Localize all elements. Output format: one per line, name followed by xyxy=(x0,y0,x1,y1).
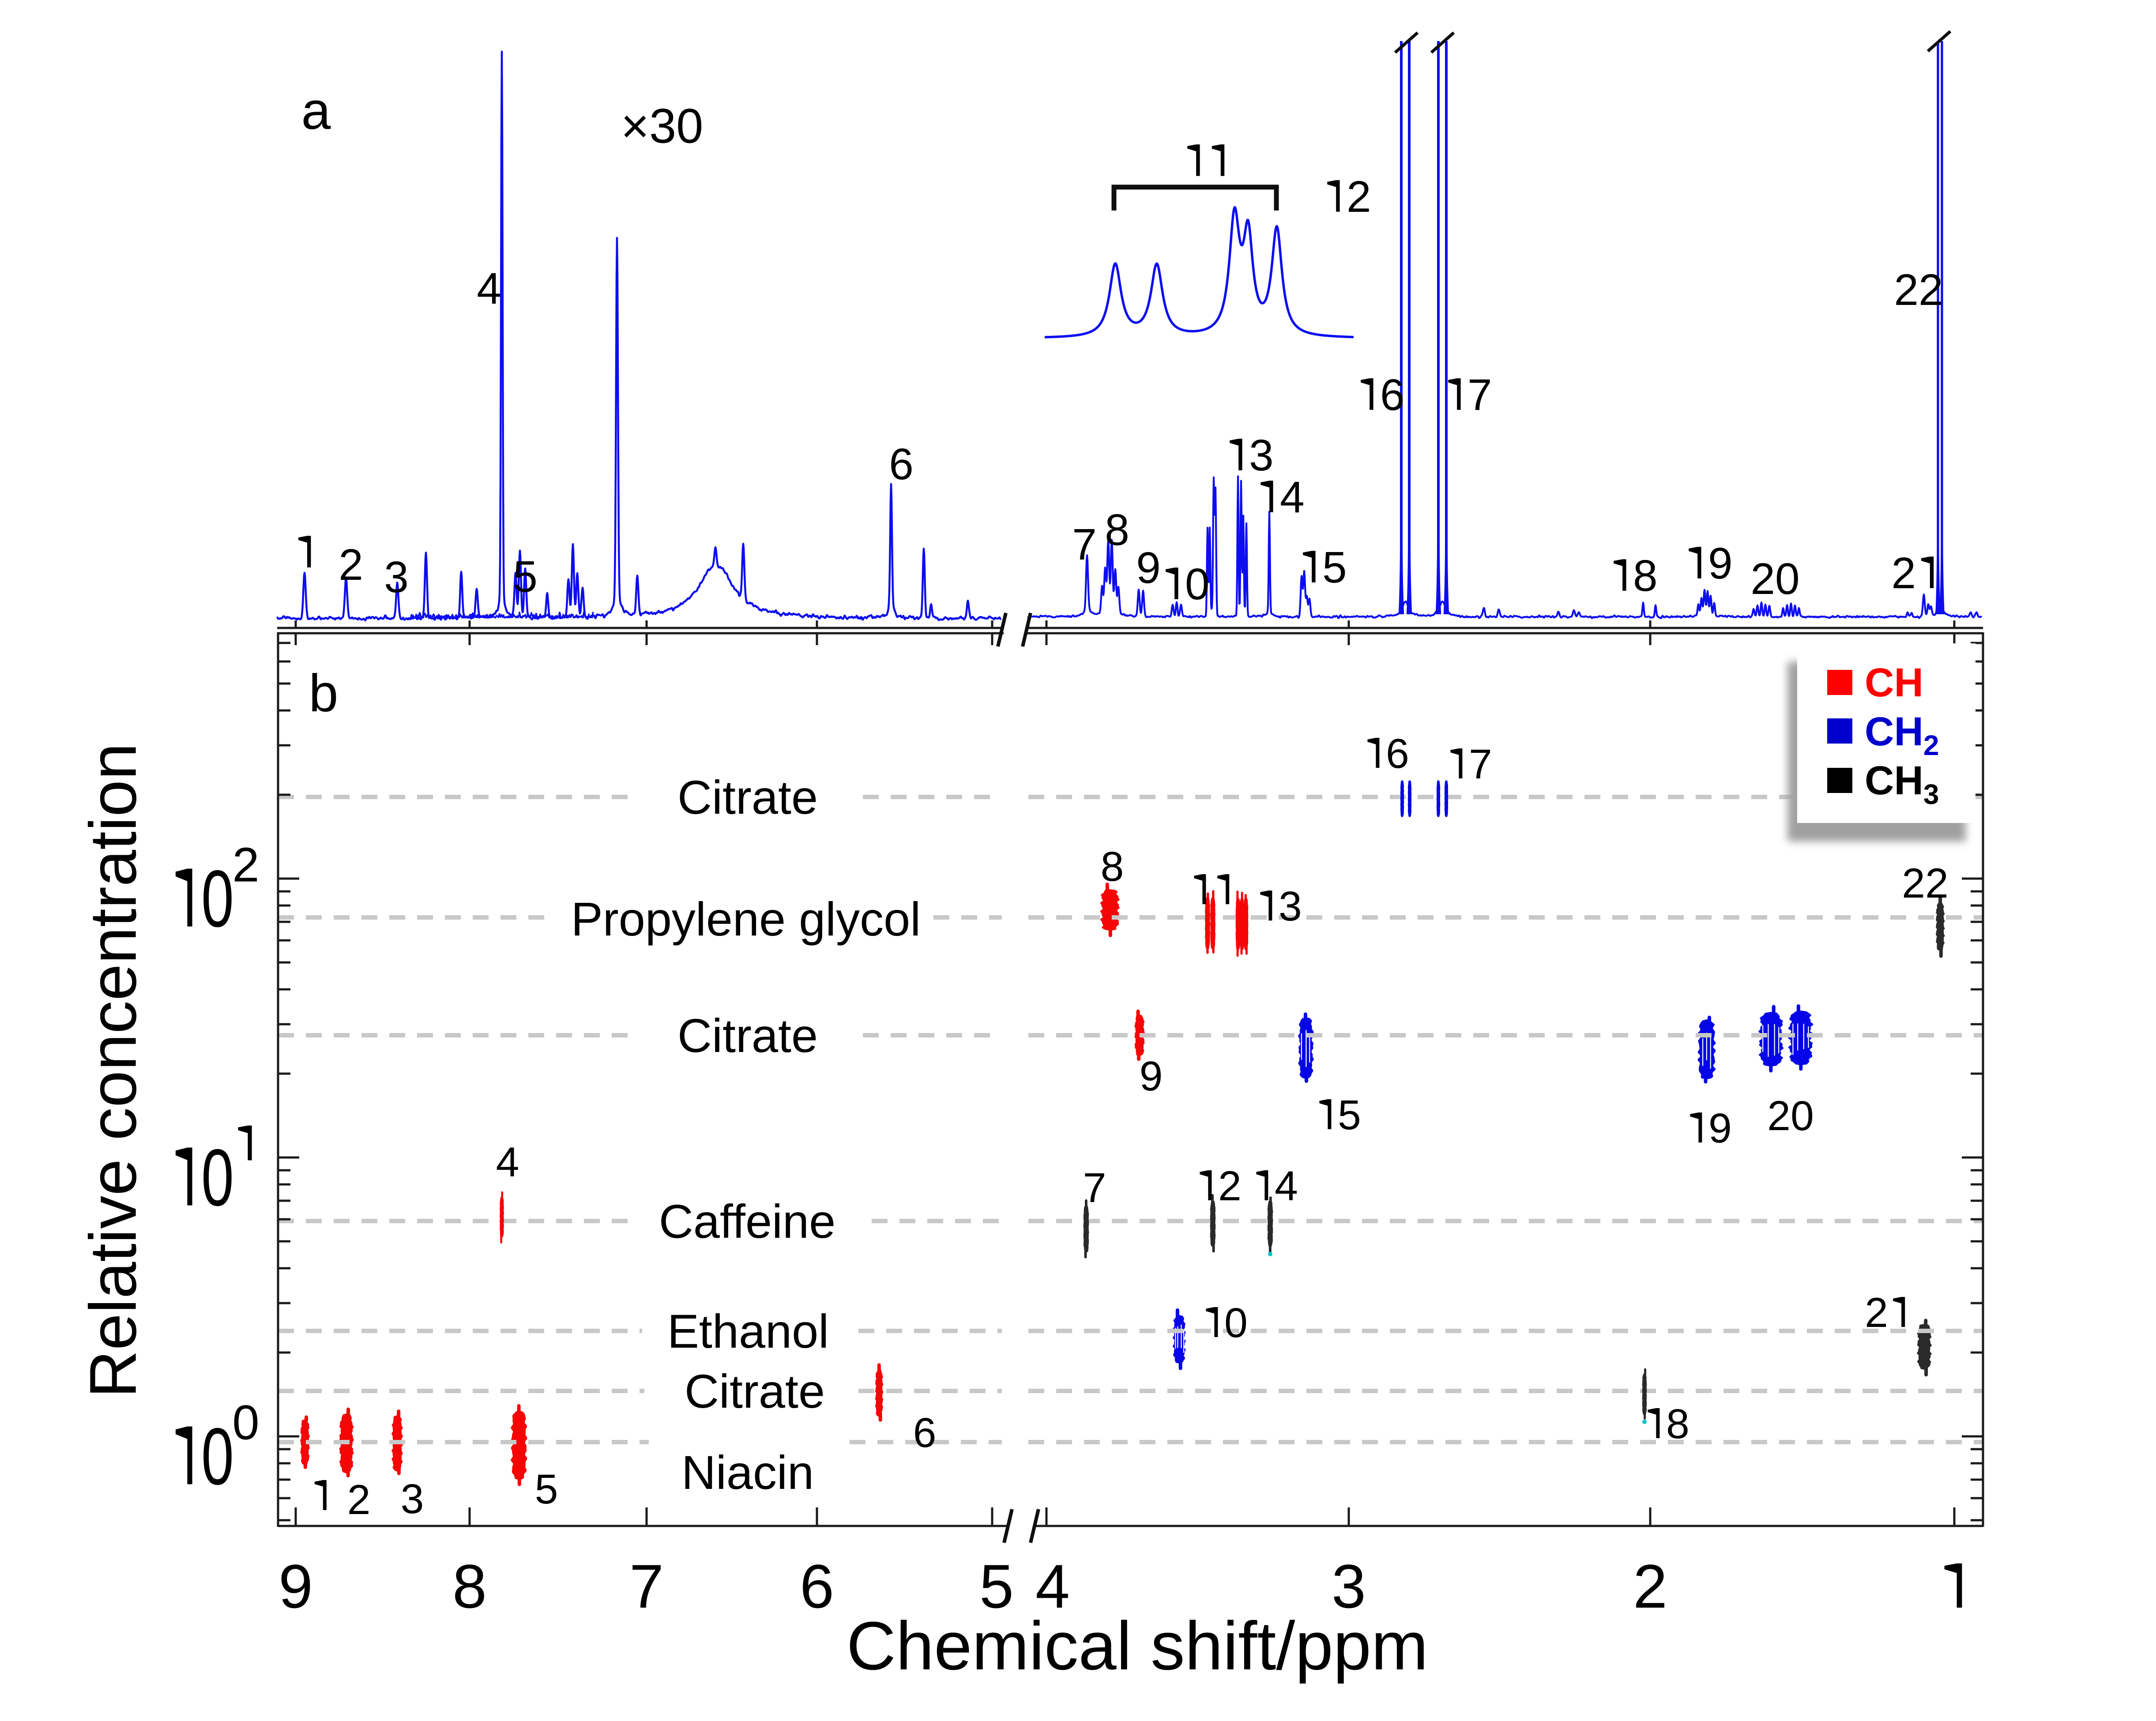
svg-text:8: 8 xyxy=(1666,1401,1689,1447)
svg-text:2: 2 xyxy=(1750,554,1775,604)
svg-text:5: 5 xyxy=(1322,543,1347,592)
svg-text:0: 0 xyxy=(1791,1093,1814,1139)
svg-text:6: 6 xyxy=(1380,370,1405,420)
svg-text:2: 2 xyxy=(1218,1163,1242,1210)
svg-text:3: 3 xyxy=(401,1476,424,1522)
svg-text:8: 8 xyxy=(1633,551,1658,601)
svg-text:2: 2 xyxy=(1347,172,1371,222)
svg-text:3: 3 xyxy=(1279,883,1302,930)
svg-text:2: 2 xyxy=(1902,860,1925,907)
svg-text:2: 2 xyxy=(232,838,259,892)
svg-text:5: 5 xyxy=(979,1552,1014,1621)
svg-text:Caffeine: Caffeine xyxy=(659,1195,835,1248)
svg-text:9: 9 xyxy=(1708,1105,1732,1152)
svg-text:7: 7 xyxy=(1083,1165,1106,1211)
svg-text:0: 0 xyxy=(1185,560,1210,609)
svg-text:7: 7 xyxy=(629,1552,664,1621)
svg-text:4: 4 xyxy=(496,1139,519,1186)
svg-text:4: 4 xyxy=(1280,473,1305,522)
svg-text:4: 4 xyxy=(1035,1552,1070,1621)
svg-text:9: 9 xyxy=(278,1552,313,1621)
svg-text:2: 2 xyxy=(1865,1289,1888,1336)
svg-text:0: 0 xyxy=(1224,1300,1248,1346)
svg-text:2: 2 xyxy=(1925,860,1949,907)
svg-text:2: 2 xyxy=(1633,1552,1667,1621)
svg-text:0: 0 xyxy=(1775,554,1800,604)
svg-text:0: 0 xyxy=(232,1395,259,1450)
svg-text:9: 9 xyxy=(1136,543,1161,593)
svg-text:5: 5 xyxy=(513,552,538,601)
svg-text:6: 6 xyxy=(800,1552,834,1621)
svg-text:8: 8 xyxy=(452,1552,487,1621)
svg-text:2: 2 xyxy=(1767,1093,1791,1139)
svg-text:8: 8 xyxy=(1105,505,1129,555)
svg-text:0: 0 xyxy=(201,1132,234,1222)
svg-text:4: 4 xyxy=(477,264,501,313)
svg-text:3: 3 xyxy=(1332,1552,1366,1621)
svg-text:9: 9 xyxy=(1708,539,1733,588)
svg-text:Citrate: Citrate xyxy=(685,1364,825,1418)
svg-text:Propylene glycol: Propylene glycol xyxy=(571,892,921,946)
svg-text:2: 2 xyxy=(347,1477,371,1523)
svg-text:3: 3 xyxy=(384,552,409,602)
svg-text:a: a xyxy=(301,81,331,140)
svg-text:9: 9 xyxy=(1140,1053,1163,1100)
svg-text:Citrate: Citrate xyxy=(677,770,818,824)
svg-text:2: 2 xyxy=(1894,265,1919,315)
svg-text:7: 7 xyxy=(1467,370,1492,420)
svg-text:Ethanol: Ethanol xyxy=(667,1304,829,1358)
svg-text:Citrate: Citrate xyxy=(677,1009,818,1062)
svg-text:6: 6 xyxy=(913,1409,937,1456)
svg-text:CH: CH xyxy=(1865,660,1923,705)
svg-text:b: b xyxy=(309,664,339,723)
svg-text:2: 2 xyxy=(1891,549,1916,598)
svg-text:Relative concentration: Relative concentration xyxy=(76,743,150,1398)
svg-text:2: 2 xyxy=(1919,265,1943,315)
svg-text:8: 8 xyxy=(1101,843,1124,890)
svg-text:6: 6 xyxy=(889,440,914,489)
svg-text:2: 2 xyxy=(339,540,363,590)
svg-text:Niacin: Niacin xyxy=(681,1446,814,1499)
svg-text:4: 4 xyxy=(1275,1163,1298,1210)
svg-text:Chemical shift/ppm: Chemical shift/ppm xyxy=(847,1608,1428,1684)
svg-text:0: 0 xyxy=(201,853,234,943)
svg-text:6: 6 xyxy=(1386,730,1409,777)
svg-text:0: 0 xyxy=(201,1411,234,1501)
svg-text:5: 5 xyxy=(1338,1092,1361,1139)
svg-text:7: 7 xyxy=(1469,741,1492,788)
svg-text:7: 7 xyxy=(1072,520,1097,569)
svg-text:5: 5 xyxy=(535,1466,558,1513)
svg-text:×30: ×30 xyxy=(621,99,704,154)
svg-text:3: 3 xyxy=(1249,431,1274,480)
